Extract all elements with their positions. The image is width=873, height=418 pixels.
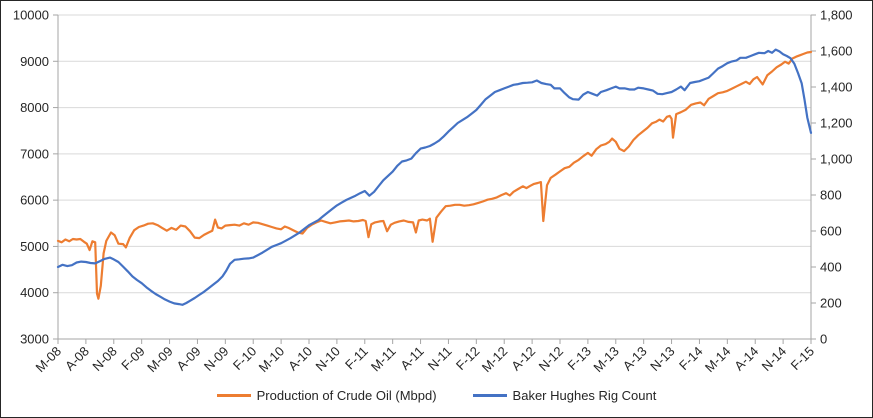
y-axis-right-tick-label: 200 <box>820 296 842 311</box>
series-line-rig-count <box>56 48 813 306</box>
x-axis-tick-label: A-14 <box>731 344 761 374</box>
y-axis-right-tick-label: 1,200 <box>820 116 853 131</box>
x-axis-tick-label: A-08 <box>62 344 92 374</box>
x-axis-tick-label: M-13 <box>590 344 622 376</box>
legend-label-rig-count: Baker Hughes Rig Count <box>512 388 657 403</box>
x-axis-tick-label: F-14 <box>676 344 706 374</box>
x-axis-tick-label: N-13 <box>647 344 678 375</box>
x-axis-tick-label: M-14 <box>702 344 734 376</box>
y-axis-right-tick-label: 1,400 <box>820 80 853 95</box>
y-axis-left-tick-label: 7000 <box>20 146 49 161</box>
x-axis-tick-label: M-08 <box>33 344 65 376</box>
legend-item-rig-count: Baker Hughes Rig Count <box>472 388 657 403</box>
series-line-production <box>56 50 813 300</box>
x-axis-tick-label: N-09 <box>201 344 232 375</box>
x-axis-tick-label: F-11 <box>342 344 371 373</box>
legend-item-production: Production of Crude Oil (Mbpd) <box>216 388 437 403</box>
y-axis-right-tick-label: 1,600 <box>820 44 853 59</box>
y-axis-right-tick-label: 0 <box>820 332 827 347</box>
x-axis-tick-label: N-12 <box>536 344 567 375</box>
y-axis-left-tick-label: 8000 <box>20 100 49 115</box>
legend: Production of Crude Oil (Mbpd) Baker Hug… <box>1 388 872 403</box>
x-axis-tick-label: F-12 <box>453 344 483 374</box>
y-axis-left-tick-label: 9000 <box>20 54 49 69</box>
x-axis-tick-label: N-14 <box>759 344 790 375</box>
y-axis-left-tick-label: 10000 <box>13 8 49 23</box>
x-axis-tick-label: M-09 <box>144 344 176 376</box>
y-axis-right-tick-label: 1,800 <box>820 8 853 23</box>
y-axis-left-tick-label: 4000 <box>20 285 49 300</box>
legend-line-production-icon <box>216 394 251 397</box>
y-axis-right-tick-label: 800 <box>820 188 842 203</box>
y-axis-left-tick-label: 3000 <box>20 332 49 347</box>
x-axis-tick-label: F-13 <box>564 344 594 374</box>
y-axis-right-tick-label: 600 <box>820 224 842 239</box>
x-axis-tick-label: A-11 <box>397 344 426 373</box>
x-axis-tick-label: N-08 <box>89 344 120 375</box>
y-axis-left-tick-label: 5000 <box>20 239 49 254</box>
x-axis-tick-label: N-11 <box>425 344 455 374</box>
x-axis-tick-label: F-10 <box>230 344 260 374</box>
x-axis-tick-label: A-13 <box>620 344 650 374</box>
x-axis-tick-label: M-10 <box>256 344 288 376</box>
x-axis-tick-label: A-09 <box>174 344 204 374</box>
legend-line-rig-count-icon <box>472 394 507 397</box>
x-axis-tick-label: M-11 <box>368 344 399 375</box>
x-axis-tick-label: A-10 <box>285 344 315 374</box>
x-axis-tick-label: M-12 <box>479 344 511 376</box>
y-axis-left-tick-label: 6000 <box>20 193 49 208</box>
x-axis-tick-label: A-12 <box>508 344 538 374</box>
x-axis-tick-label: F-09 <box>118 344 148 374</box>
x-axis-tick-label: N-10 <box>312 344 343 375</box>
x-axis-tick-label: F-15 <box>788 344 818 374</box>
y-axis-right-tick-label: 400 <box>820 260 842 275</box>
y-axis-right-tick-label: 1,000 <box>820 152 853 167</box>
legend-label-production: Production of Crude Oil (Mbpd) <box>256 388 437 403</box>
